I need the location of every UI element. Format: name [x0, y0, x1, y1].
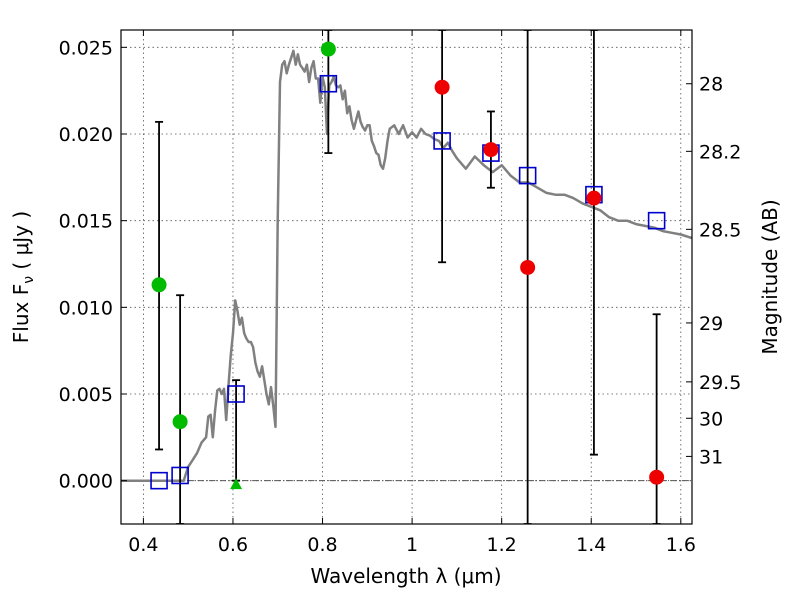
y-tick-label: 0.005	[59, 384, 113, 406]
x-tick-label: 0.6	[218, 534, 248, 556]
upper-limit-triangle	[230, 478, 243, 490]
error-bars	[155, 30, 661, 524]
y-tick-label: 0.000	[59, 471, 113, 493]
x-tick-label: 0.4	[128, 534, 158, 556]
observed-red-point	[586, 190, 602, 206]
mag-tick-label: 28.2	[699, 141, 741, 163]
model-square	[171, 466, 189, 485]
observed-red-point	[520, 259, 536, 275]
template-sed	[121, 49, 692, 482]
model-square	[150, 471, 168, 490]
mag-tick-label: 28	[699, 74, 723, 96]
grid	[121, 30, 692, 524]
y-tick-label: 0.020	[59, 124, 113, 146]
x-tick-label: 1.4	[576, 534, 606, 556]
x-axis-label: Wavelength λ (μm)	[310, 564, 501, 588]
model-square	[227, 385, 245, 403]
model-square	[319, 74, 338, 93]
y-axis-label: Flux Fν ( μJy )	[9, 211, 37, 343]
right-axis-label: Magnitude (AB)	[758, 199, 782, 354]
plot-frame	[120, 29, 693, 525]
y-axis-label-main: Flux F	[9, 284, 33, 343]
y-axis-label-unit: ( μJy )	[9, 211, 33, 276]
observed-points	[151, 41, 665, 490]
mag-tick-label: 28.5	[699, 219, 741, 241]
observed-green-point	[172, 414, 188, 430]
x-tick-label: 1.6	[666, 534, 696, 556]
mag-tick-label: 30	[699, 408, 723, 430]
observed-red-point	[434, 79, 450, 95]
model-square	[518, 166, 537, 185]
observed-green-point	[320, 41, 336, 57]
x-ticks: 0.4 0.6 0.8 1 1.2 1.4 1.6	[128, 30, 696, 556]
model-square	[647, 211, 666, 230]
model-square	[433, 132, 451, 150]
magnitude-ticks: 28 28.2 28.5 29 29.5 30 31	[686, 74, 741, 468]
mag-tick-label: 29.5	[699, 372, 741, 394]
observed-red-point	[649, 469, 665, 485]
y-tick-label: 0.015	[59, 211, 113, 233]
x-tick-label: 1.2	[487, 534, 517, 556]
y-tick-label: 0.025	[59, 37, 113, 59]
model-points	[150, 74, 666, 490]
observed-green-point	[151, 277, 167, 293]
mag-tick-label: 31	[699, 446, 723, 468]
x-tick-label: 0.8	[307, 534, 337, 556]
observed-red-point	[483, 142, 499, 158]
y-ticks: 0.000 0.005 0.010 0.015 0.020 0.025	[59, 37, 127, 493]
mag-tick-label: 29	[699, 313, 723, 335]
template-sed-line	[121, 49, 692, 482]
x-tick-label: 1	[406, 534, 418, 556]
y-tick-label: 0.010	[59, 297, 113, 319]
y-axis-label-sub: ν	[21, 276, 37, 284]
